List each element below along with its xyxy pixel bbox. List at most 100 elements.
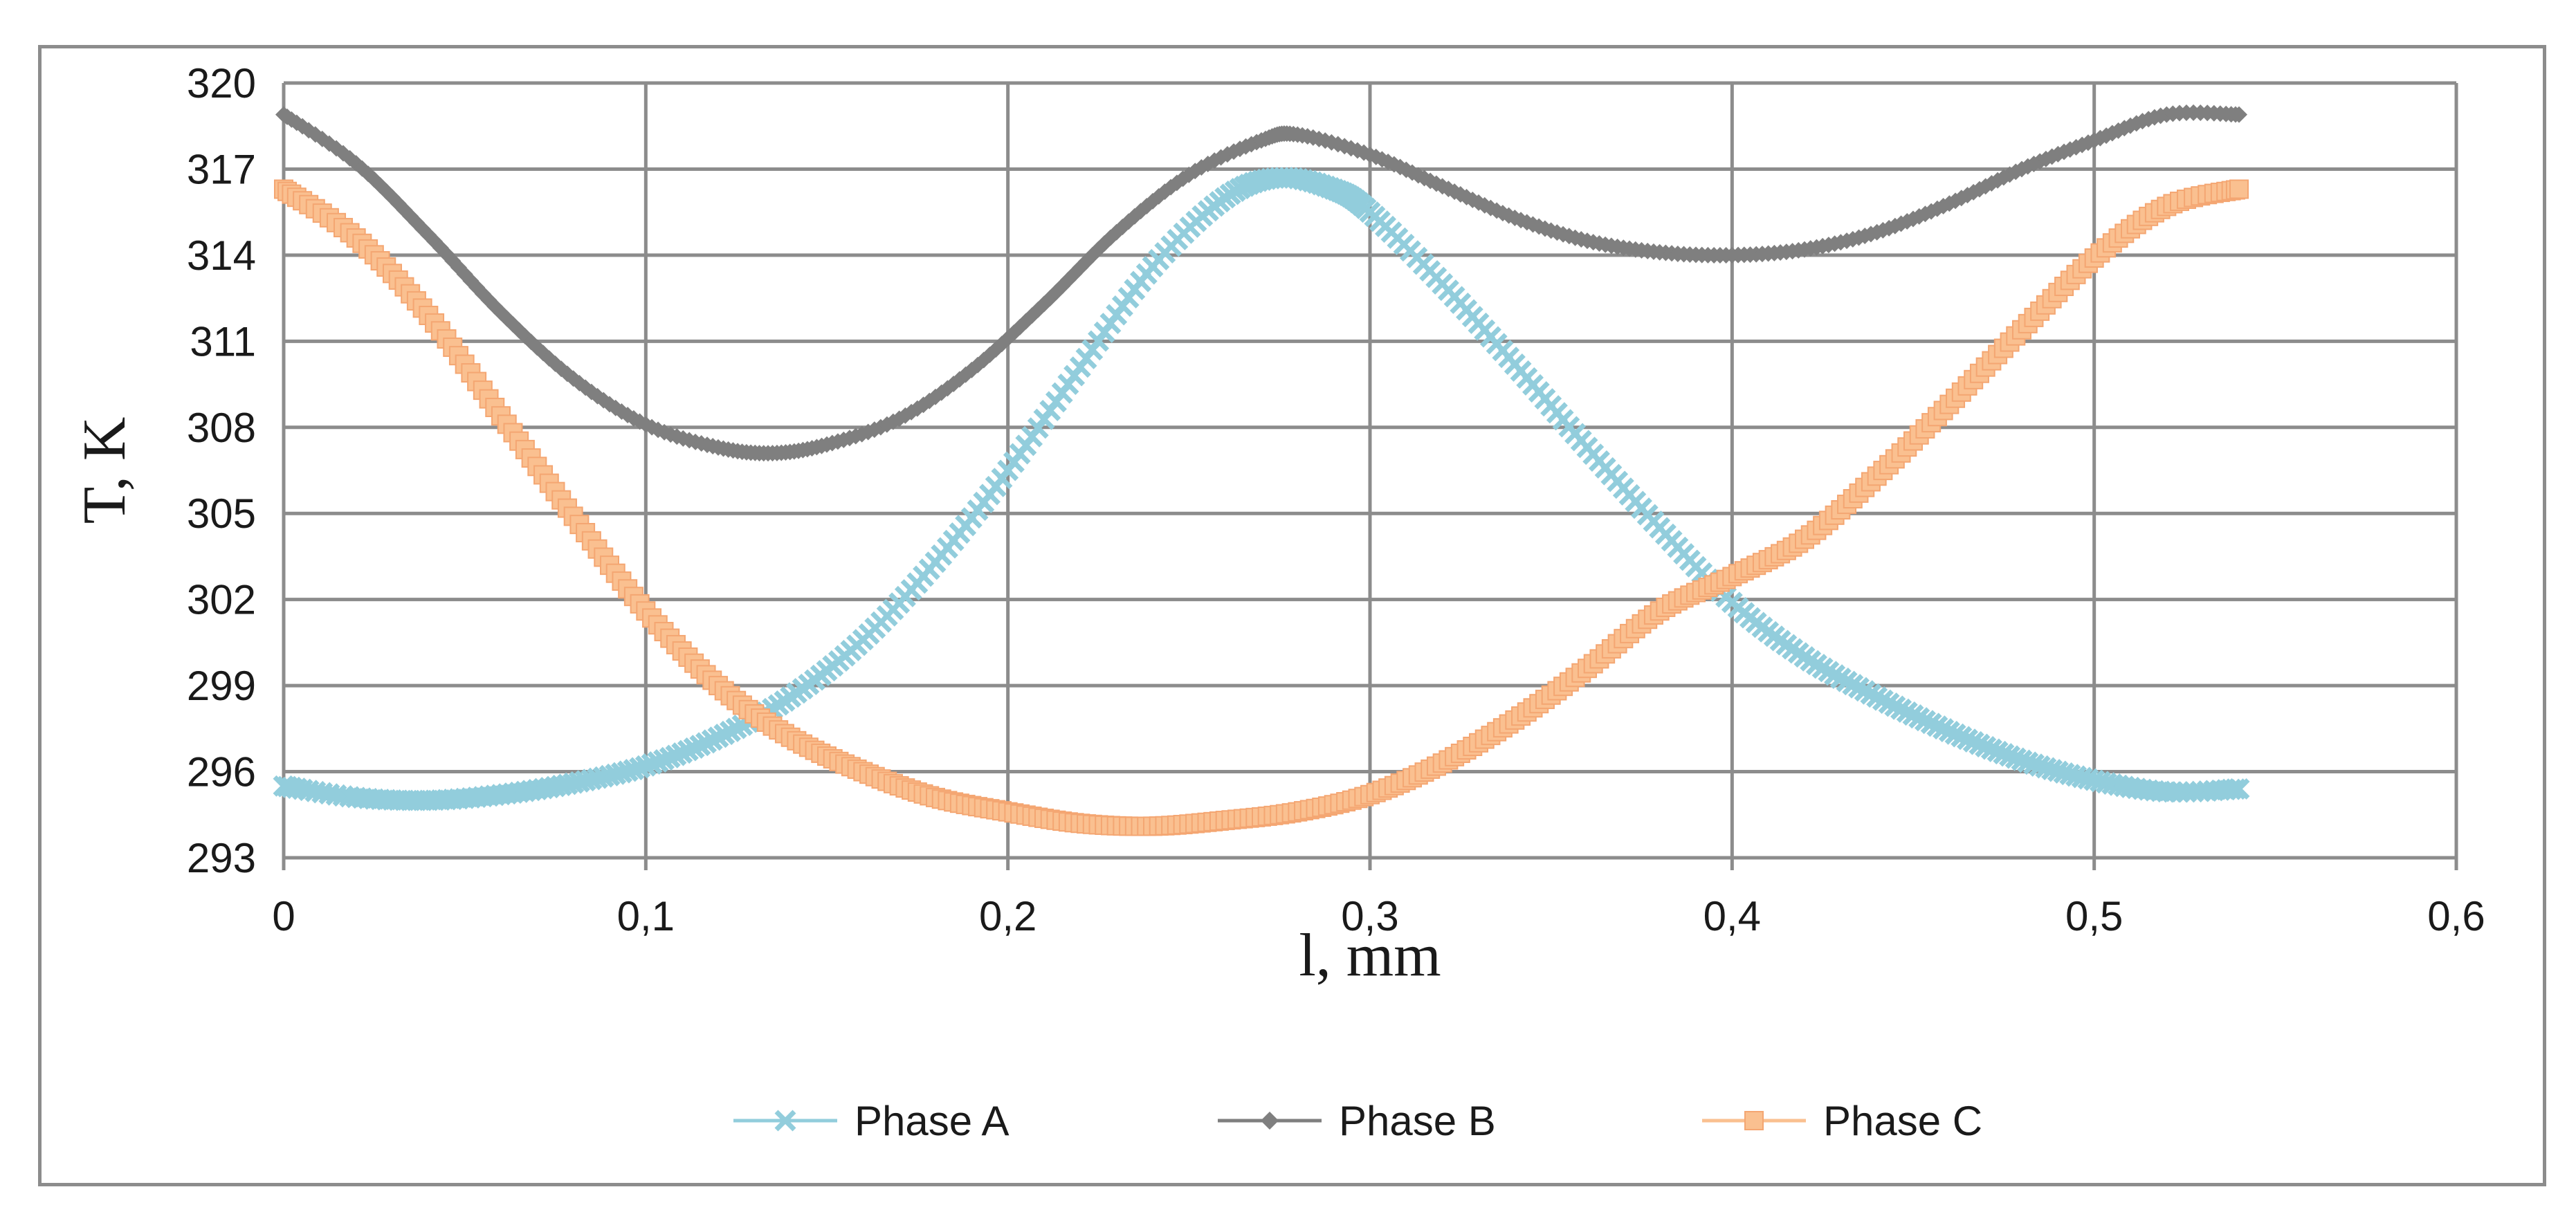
data-point-phase-a <box>2022 753 2045 775</box>
legend: Phase A Phase B Phase C <box>733 1098 1982 1144</box>
data-point-phase-b <box>300 122 318 139</box>
legend-marker-phase-c <box>1744 1111 1764 1130</box>
marker-stroke <box>1968 733 1991 755</box>
data-point-phase-b <box>1416 169 1433 187</box>
series-phase-c <box>274 179 2249 836</box>
data-point-phase-b <box>2116 120 2133 137</box>
legend-marker-phase-b <box>1261 1112 1279 1130</box>
y-tick-label: 305 <box>187 490 256 537</box>
y-tick-label: 299 <box>187 663 256 709</box>
data-point-phase-b <box>1965 183 1982 201</box>
data-point-phase-b <box>553 360 570 378</box>
line-chart: 293 296 299 302 305 308 311 314 317 320 0 0,1 0,2 0,3… <box>71 60 2485 1144</box>
data-point-phase-a <box>623 758 645 780</box>
data-point-phase-a <box>2228 778 2250 800</box>
marker-stroke <box>1975 736 1997 757</box>
data-point-phase-a <box>1975 736 1997 757</box>
data-point-phase-b <box>2110 122 2127 139</box>
x-tick-label: 0,3 <box>1341 893 1398 939</box>
marker-stroke <box>2011 749 2033 771</box>
data-point-phase-a <box>653 748 675 771</box>
data-point-phase-b <box>1977 178 1994 195</box>
series-phase-b <box>275 104 2247 462</box>
marker-stroke <box>774 1110 796 1132</box>
chart-frame: 293 296 299 302 305 308 311 314 317 320 0 0,1 0,2 0,3… <box>38 45 2546 1186</box>
marker-stroke <box>665 744 687 766</box>
marker-stroke <box>623 758 645 780</box>
marker-stroke <box>671 742 693 764</box>
marker-stroke <box>1986 740 2009 762</box>
data-point-phase-a <box>629 757 651 779</box>
marker-stroke <box>629 757 651 779</box>
y-tick-label: 314 <box>187 232 256 279</box>
data-point-phase-b <box>2085 131 2103 149</box>
legend-marker-phase-a <box>774 1110 796 1132</box>
series-line-phase-a <box>283 175 2240 803</box>
x-tick-label: 0,4 <box>1703 893 1761 939</box>
data-point-phase-b <box>1953 190 1970 207</box>
marker-stroke <box>1999 745 2021 767</box>
marker-stroke <box>2022 753 2045 775</box>
data-point-phase-a <box>634 755 657 777</box>
data-point-phase-b <box>969 356 987 374</box>
tick-labels: 293 296 299 302 305 308 311 314 317 320 0 0,1 0,2 0,3… <box>187 60 2485 939</box>
y-tick-label: 320 <box>187 60 256 107</box>
marker-stroke <box>2004 747 2027 769</box>
legend-item-phase-c: Phase C <box>1702 1098 1982 1144</box>
marker-stroke <box>1993 743 2015 765</box>
series-phase-a <box>273 167 2250 811</box>
marker-stroke <box>2228 778 2250 800</box>
legend-label-phase-c: Phase C <box>1823 1098 1982 1144</box>
data-point-phase-a <box>1980 738 2002 760</box>
legend-label-phase-a: Phase A <box>855 1098 1010 1144</box>
data-point-phase-b <box>1917 205 1934 223</box>
marker-stroke <box>659 746 681 769</box>
y-tick-label: 317 <box>187 146 256 192</box>
y-tick-label: 308 <box>187 405 256 451</box>
data-point-phase-a <box>2004 747 2027 769</box>
marker-stroke <box>1944 723 1966 745</box>
x-tick-label: 0,6 <box>2427 893 2485 939</box>
series-layer <box>273 104 2250 836</box>
data-point-phase-a <box>1968 733 1991 755</box>
legend-label-phase-b: Phase B <box>1339 1098 1496 1144</box>
data-point-phase-c <box>2229 179 2249 199</box>
data-point-phase-a <box>677 739 699 762</box>
marker-stroke <box>1957 728 1978 751</box>
data-point-phase-b <box>2079 134 2097 151</box>
x-tick-label: 0,2 <box>979 893 1036 939</box>
data-point-phase-b <box>1132 203 1149 220</box>
data-point-phase-a <box>2220 778 2242 800</box>
x-tick-label: 0,5 <box>2065 893 2123 939</box>
data-point-phase-b <box>365 171 383 188</box>
marker-stroke <box>634 755 657 777</box>
y-axis-title: T, K <box>71 417 138 524</box>
marker-stroke <box>677 739 699 762</box>
data-point-phase-a <box>1957 728 1978 751</box>
data-point-phase-a <box>647 751 669 773</box>
data-point-phase-a <box>1993 743 2015 765</box>
data-point-phase-b <box>577 379 594 396</box>
marker-stroke <box>2017 751 2039 773</box>
marker-stroke <box>1951 726 1973 748</box>
data-point-phase-b <box>1935 198 1952 215</box>
marker-stroke <box>653 748 675 771</box>
data-point-phase-b <box>390 195 407 212</box>
data-point-phase-a <box>1962 730 1984 753</box>
data-point-phase-b <box>1404 164 1421 181</box>
data-point-phase-a <box>2017 751 2039 773</box>
legend-item-phase-b: Phase B <box>1218 1098 1496 1144</box>
data-point-phase-a <box>665 744 687 766</box>
marker-stroke <box>647 751 669 773</box>
marker-stroke <box>616 760 639 782</box>
x-tick-label: 0,1 <box>617 893 675 939</box>
x-tick-label: 0 <box>272 893 295 939</box>
data-point-phase-a <box>659 746 681 769</box>
legend-item-phase-a: Phase A <box>733 1098 1010 1144</box>
marker-stroke <box>641 753 663 775</box>
marker-stroke <box>1962 730 1984 753</box>
y-tick-label: 302 <box>187 577 256 623</box>
data-point-phase-a <box>2011 749 2033 771</box>
y-tick-label: 296 <box>187 749 256 796</box>
data-point-phase-b <box>565 370 582 387</box>
